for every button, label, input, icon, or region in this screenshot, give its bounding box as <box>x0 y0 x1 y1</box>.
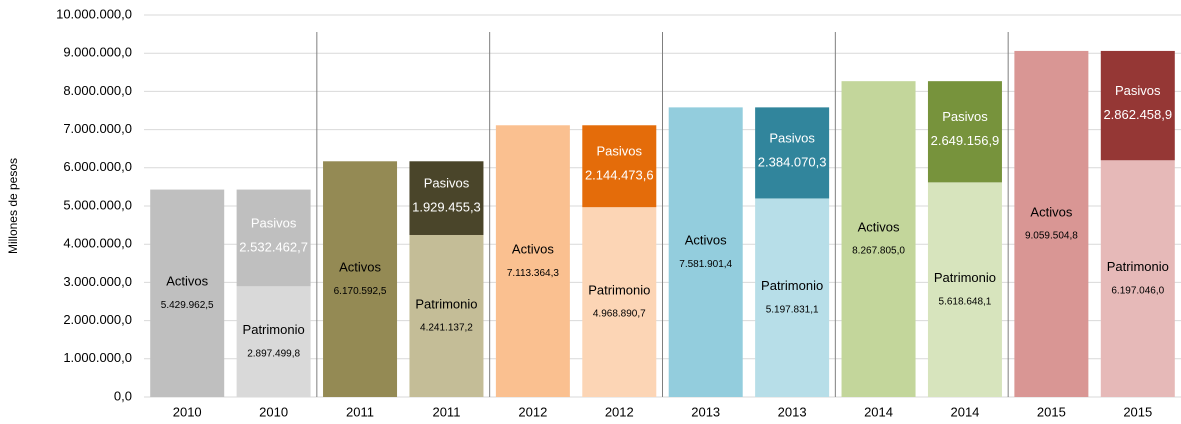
bar <box>1100 50 1175 161</box>
bar <box>1014 50 1089 398</box>
bar <box>927 182 1002 397</box>
y-axis-label: Millones de pesos <box>6 158 20 254</box>
bar <box>409 234 484 397</box>
bar-value-label: 5.197.831,1 <box>766 304 819 315</box>
bar <box>668 107 743 397</box>
bar <box>755 198 830 397</box>
bar-series-label: Activos <box>339 260 381 275</box>
bar-series-label: Patrimonio <box>934 270 996 285</box>
bar <box>323 161 398 397</box>
bar-series-label: Activos <box>858 220 900 235</box>
bar <box>841 81 916 397</box>
bar <box>582 125 657 208</box>
y-tick-label: 8.000.000,0 <box>63 83 132 98</box>
x-tick-label: 2010 <box>173 404 202 419</box>
bar-series-label: Patrimonio <box>243 322 305 337</box>
bar-series-label: Activos <box>166 274 208 289</box>
bar-series-label: Activos <box>685 233 727 248</box>
bar-value-label: 7.113.364,3 <box>507 268 560 279</box>
x-tick-label: 2015 <box>1123 404 1152 419</box>
bar-value-label: 2.532.462,7 <box>239 239 308 254</box>
bar-value-label: 9.059.504,8 <box>1025 231 1078 242</box>
bar <box>582 207 657 397</box>
bar <box>150 189 225 397</box>
x-tick-label: 2015 <box>1037 404 1066 419</box>
x-tick-label: 2012 <box>605 404 634 419</box>
bar-series-label: Patrimonio <box>415 296 477 311</box>
bar <box>1100 160 1175 397</box>
y-tick-label: 6.000.000,0 <box>63 159 132 174</box>
bar-series-label: Pasivos <box>1115 83 1161 98</box>
bar <box>927 81 1002 183</box>
bar-value-label: 4.968.890,7 <box>593 309 646 320</box>
bar-value-label: 2.897.499,8 <box>247 348 300 359</box>
y-tick-label: 5.000.000,0 <box>63 197 132 212</box>
x-tick-label: 2010 <box>259 404 288 419</box>
y-tick-label: 4.000.000,0 <box>63 236 132 251</box>
bar-value-label: 7.581.901,4 <box>679 259 732 270</box>
y-tick-label: 9.000.000,0 <box>63 45 132 60</box>
x-tick-label: 2011 <box>432 404 460 419</box>
bar-series-label: Pasivos <box>424 176 470 191</box>
y-tick-label: 2.000.000,0 <box>63 312 132 327</box>
bar <box>755 107 830 199</box>
y-tick-label: 7.000.000,0 <box>63 121 132 136</box>
x-tick-label: 2012 <box>518 404 547 419</box>
bar-series-label: Pasivos <box>597 144 643 159</box>
y-tick-label: 3.000.000,0 <box>63 274 132 289</box>
bar-value-label: 6.170.592,5 <box>334 286 387 297</box>
y-tick-label: 10.000.000,0 <box>56 6 132 21</box>
bar <box>495 125 570 398</box>
bar-series-label: Pasivos <box>769 130 815 145</box>
bar-value-label: 5.429.962,5 <box>161 300 214 311</box>
bar-series-label: Activos <box>512 242 554 257</box>
x-tick-label: 2014 <box>864 404 893 419</box>
bar-value-label: 2.649.156,9 <box>931 133 1000 148</box>
bar-value-label: 1.929.455,3 <box>412 200 481 215</box>
x-tick-label: 2014 <box>950 404 979 419</box>
bar-series-label: Pasivos <box>251 215 297 230</box>
y-tick-label: 0,0 <box>114 388 132 403</box>
bar-series-label: Activos <box>1030 204 1072 219</box>
x-tick-label: 2011 <box>346 404 374 419</box>
bar <box>236 189 311 287</box>
bar-value-label: 8.267.805,0 <box>852 246 905 257</box>
bar-value-label: 2.862.458,9 <box>1103 107 1172 122</box>
bar-value-label: 4.241.137,2 <box>420 323 473 334</box>
y-tick-label: 1.000.000,0 <box>63 350 132 365</box>
bar-series-label: Patrimonio <box>588 283 650 298</box>
bar-value-label: 6.197.046,0 <box>1111 285 1164 296</box>
x-tick-label: 2013 <box>778 404 807 419</box>
bar-value-label: 2.144.473,6 <box>585 168 654 183</box>
bar <box>236 286 311 397</box>
bar-value-label: 5.618.648,1 <box>939 296 992 307</box>
bar-value-label: 2.384.070,3 <box>758 154 827 169</box>
bar <box>409 161 484 235</box>
bar-series-label: Patrimonio <box>1107 259 1169 274</box>
bar-series-label: Patrimonio <box>761 278 823 293</box>
bar-series-label: Pasivos <box>942 109 988 124</box>
x-tick-label: 2013 <box>691 404 720 419</box>
